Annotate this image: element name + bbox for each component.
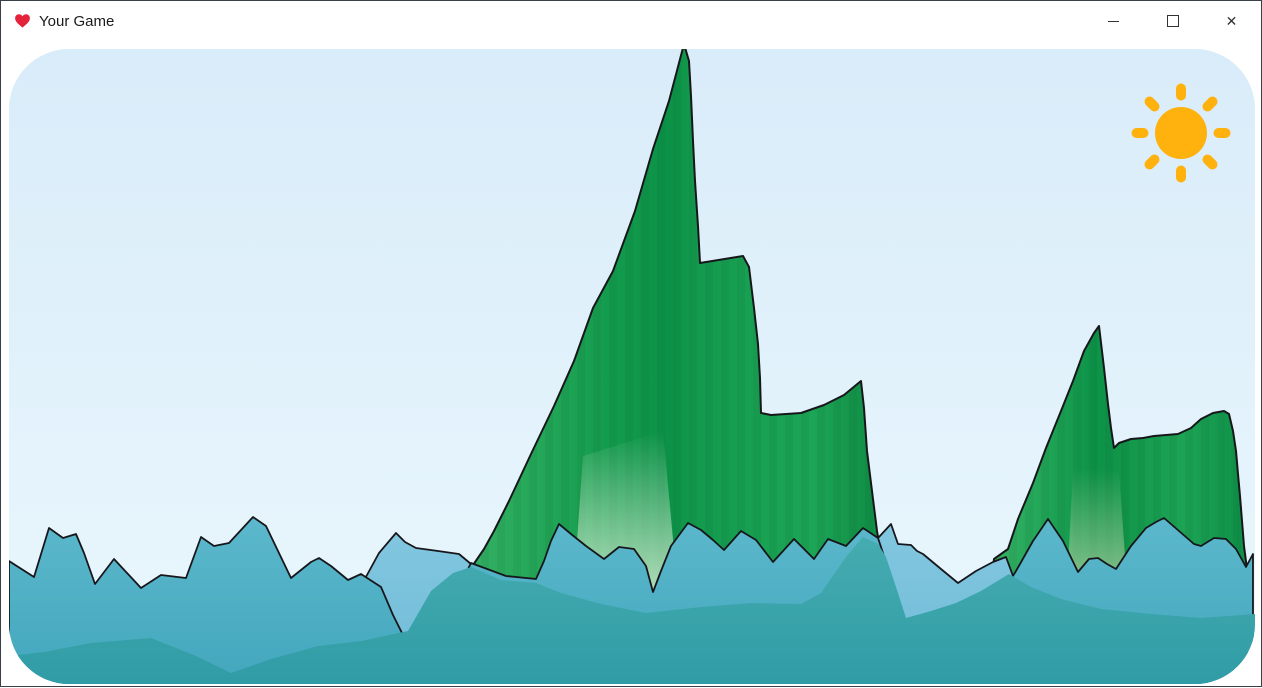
minimize-icon [1108, 20, 1119, 22]
game-canvas[interactable] [1, 41, 1262, 688]
window-controls: ✕ [1084, 1, 1261, 41]
title-bar-left: Your Game [1, 13, 1084, 30]
title-bar: Your Game ✕ [1, 1, 1261, 41]
close-icon: ✕ [1225, 13, 1238, 29]
scene-layers [9, 49, 1255, 684]
window-title: Your Game [39, 12, 115, 30]
maximize-icon [1166, 15, 1179, 27]
front-wave [9, 537, 1255, 684]
minimize-button[interactable] [1084, 1, 1143, 41]
game-scene [9, 49, 1255, 684]
heart-icon [14, 13, 31, 29]
maximize-button[interactable] [1143, 1, 1202, 41]
sun-icon [1131, 83, 1231, 183]
close-button[interactable]: ✕ [1202, 1, 1261, 41]
